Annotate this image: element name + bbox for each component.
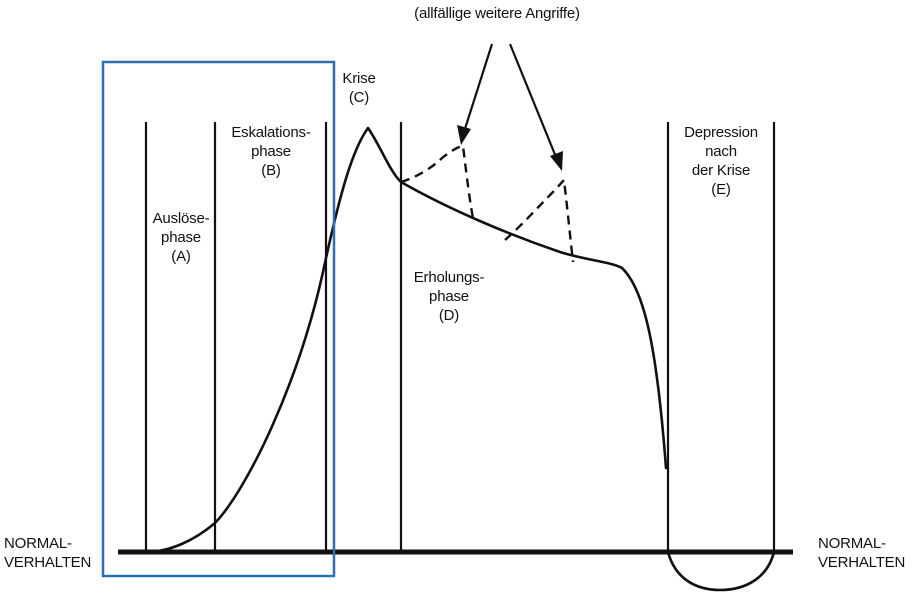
attack-arrow-1-head <box>457 125 471 145</box>
label-phase-b: Eskalations- phase (B) <box>231 123 311 180</box>
phase-a-line-2: phase <box>161 229 201 246</box>
annotation-further-attacks: (allfällige weitere Angriffe) <box>414 4 580 23</box>
label-normal-right: NORMAL- VERHALTEN <box>818 534 905 572</box>
annotation-text: (allfällige weitere Angriffe) <box>414 5 580 22</box>
phase-d-line-2: phase <box>429 288 469 305</box>
attack-arrow-2 <box>508 43 558 158</box>
further-attack-2 <box>504 177 575 263</box>
phase-b-line-2: phase <box>251 143 291 160</box>
normal-left-line-2: VERHALTEN <box>4 554 92 571</box>
normal-right-line-2: VERHALTEN <box>818 554 906 571</box>
phase-e-line-2: nach <box>705 143 737 160</box>
phase-d-line-3: (D) <box>438 307 460 324</box>
phase-c-line-2: (C) <box>348 89 370 106</box>
phase-d-line-1: Erholungs- <box>413 269 485 286</box>
phase-c-line-1: Krise <box>342 70 376 87</box>
phase-e-line-1: Depression <box>684 124 758 141</box>
phase-e-line-3: der Krise <box>691 162 751 179</box>
phase-a-line-1: Auslöse- <box>152 210 210 227</box>
highlight-box <box>101 60 336 578</box>
label-phase-c: Krise (C) <box>342 69 375 107</box>
depression-dip <box>666 551 776 592</box>
further-attack-1 <box>400 144 476 224</box>
label-phase-a: Auslöse- phase (A) <box>153 209 210 266</box>
phase-b-line-1: Eskalations- <box>231 124 311 141</box>
phase-b-line-3: (B) <box>261 162 281 179</box>
normal-right-line-1: NORMAL- <box>818 535 886 552</box>
normal-left-line-1: NORMAL- <box>4 535 72 552</box>
attack-arrow-2-head <box>550 151 563 171</box>
label-phase-d: Erholungs- phase (D) <box>414 268 485 325</box>
attack-arrow-1 <box>462 43 494 133</box>
phase-e-line-4: (E) <box>711 181 731 198</box>
label-normal-left: NORMAL- VERHALTEN <box>4 534 91 572</box>
label-phase-e: Depression nach der Krise (E) <box>684 123 758 199</box>
crisis-curve <box>144 126 668 554</box>
phase-a-line-3: (A) <box>171 248 191 265</box>
